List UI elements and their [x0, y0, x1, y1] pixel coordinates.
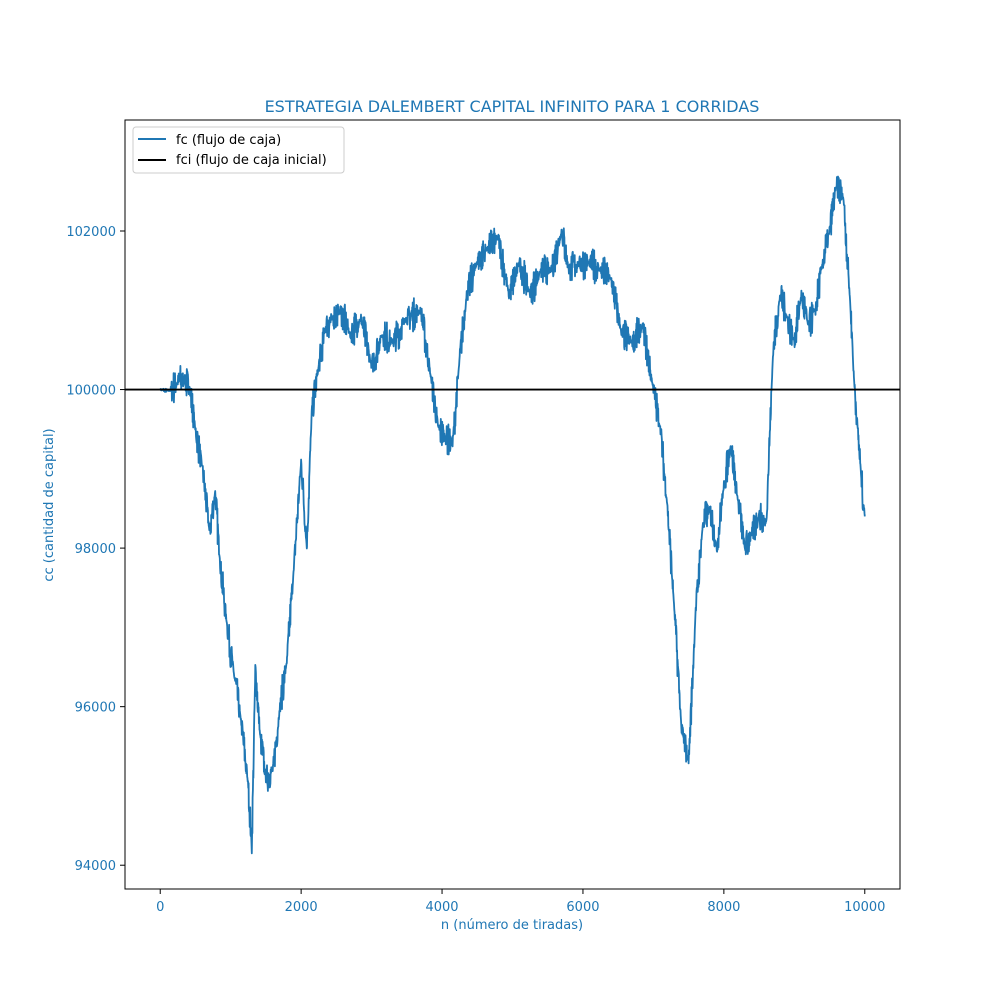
y-tick-label: 94000 — [75, 859, 116, 874]
y-tick-label: 98000 — [75, 542, 116, 557]
chart-title: ESTRATEGIA DALEMBERT CAPITAL INFINITO PA… — [265, 97, 760, 116]
y-axis: 94000 96000 98000 100000 102000 — [66, 225, 125, 874]
legend-label-fc: fc (flujo de caja) — [176, 133, 281, 148]
legend-box — [132, 126, 345, 174]
series-line-fc — [159, 175, 866, 855]
y-tick-label: 100000 — [66, 384, 116, 399]
x-tick-label: 4000 — [425, 900, 458, 915]
y-tick-label: 96000 — [75, 701, 116, 716]
x-axis: 0 2000 4000 6000 8000 10000 — [156, 889, 885, 915]
x-tick-label: 0 — [156, 900, 164, 915]
plot-frame — [124, 119, 901, 890]
x-tick-label: 2000 — [285, 900, 318, 915]
legend: fc (flujo de caja) fci (flujo de caja in… — [132, 126, 345, 174]
y-axis-label: cc (cantidad de capital) — [42, 428, 57, 581]
y-tick-label: 102000 — [66, 225, 116, 240]
x-tick-label: 6000 — [566, 900, 599, 915]
legend-label-fci: fci (flujo de caja inicial) — [176, 153, 327, 168]
x-tick-label: 10000 — [844, 900, 885, 915]
x-tick-label: 8000 — [707, 900, 740, 915]
plot-layer — [125, 175, 900, 855]
x-axis-label: n (número de tiradas) — [441, 918, 583, 933]
